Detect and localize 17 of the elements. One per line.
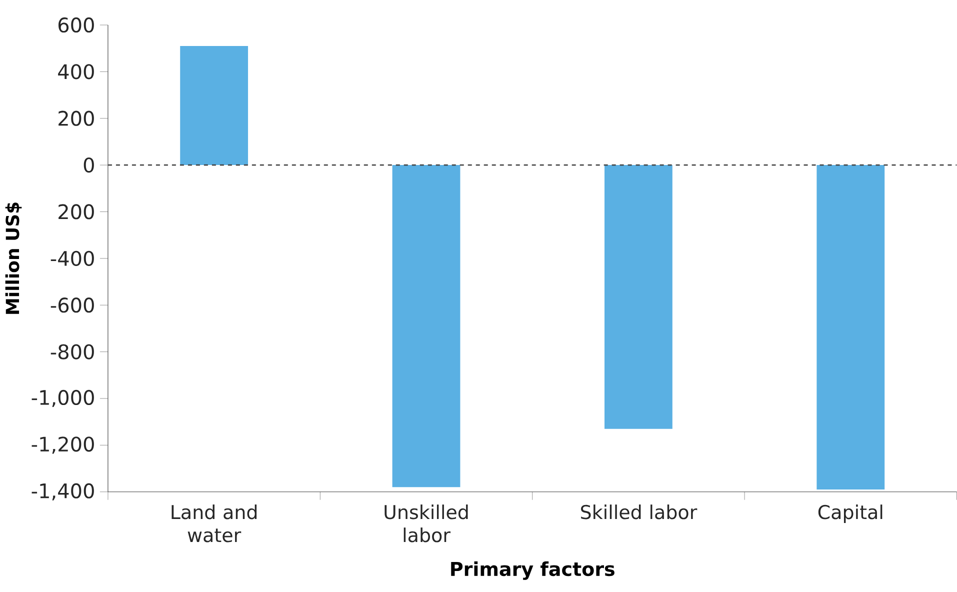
- y-tick-label: 400: [58, 64, 94, 80]
- x-tick-label: Unskilled labor: [384, 504, 468, 542]
- y-tick-label: 0: [84, 158, 94, 173]
- y-tick-label: -800: [50, 344, 94, 360]
- x-axis-title: Primary factors: [451, 561, 614, 580]
- y-axis-title: Million US$: [5, 202, 22, 314]
- x-tick-label: Skilled labor: [581, 504, 698, 520]
- y-tick-label: -1,400: [32, 483, 94, 501]
- x-tick-label: Capital: [818, 504, 882, 524]
- y-tick-label: -1,200: [32, 436, 94, 454]
- y-tick-label: 200: [58, 204, 94, 220]
- y-tick-label: 600: [58, 18, 94, 33]
- y-tick-label: -600: [50, 298, 94, 313]
- y-tick-label: 200: [58, 110, 94, 126]
- x-tick-label: Land and water: [172, 504, 257, 542]
- y-tick-label: -400: [50, 250, 94, 266]
- y-tick-label: -1,000: [32, 390, 94, 408]
